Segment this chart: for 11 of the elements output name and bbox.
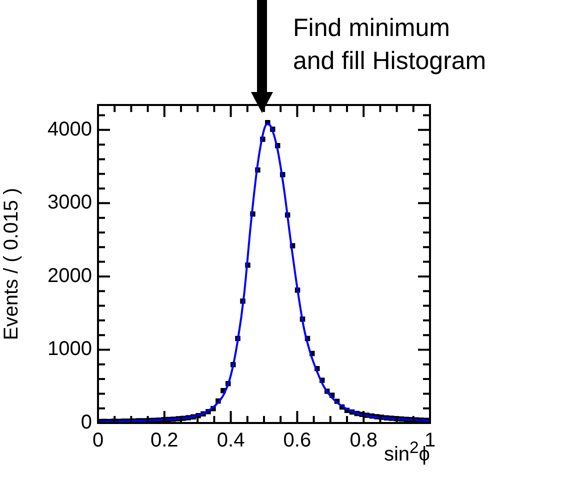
text: Find minimum and fill Histogram	[293, 13, 486, 77]
x-tick-label: 0.8	[350, 430, 378, 452]
y-tick-label: 2000	[48, 264, 92, 287]
y-tick-label: 0	[80, 412, 92, 434]
y-tick-label: 3000	[48, 192, 92, 214]
y-tick-label: 1000	[48, 338, 92, 360]
x-tick-label: 0.6	[283, 430, 312, 452]
x-tick-label: 0.2	[150, 430, 178, 452]
x-tick-label: 0.4	[216, 430, 245, 452]
y-tick-label: 4000	[48, 118, 92, 140]
y-axis-title: Events / ( 0.015 )	[0, 188, 23, 340]
